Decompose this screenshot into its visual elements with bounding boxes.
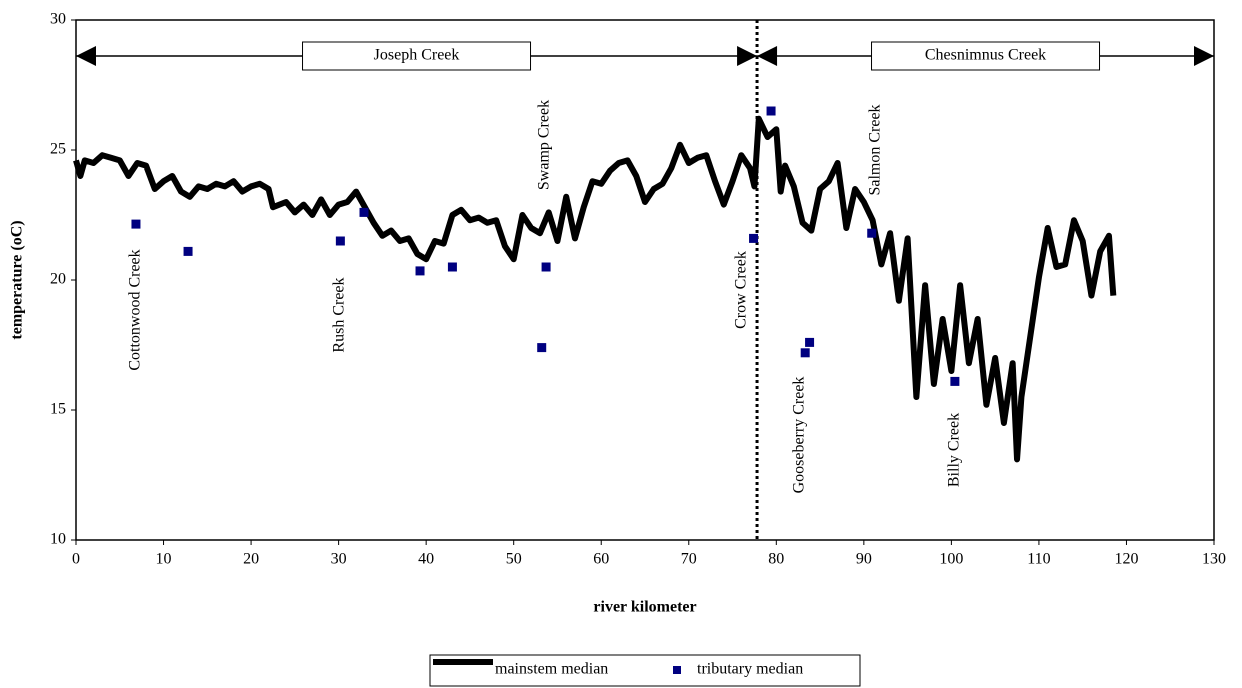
tributary-point <box>766 106 776 116</box>
tributary-point <box>800 348 810 358</box>
tributary-point <box>183 246 193 256</box>
tributary-point <box>359 207 369 217</box>
tributary-point <box>335 236 345 246</box>
region-label: Chesnimnus Creek <box>925 47 1046 64</box>
x-tick-label: 90 <box>856 551 872 568</box>
y-tick-label: 15 <box>50 401 66 418</box>
annotation: Billy Creek <box>946 413 963 487</box>
y-tick-label: 30 <box>50 11 66 28</box>
tributary-point <box>131 219 141 229</box>
annotation: Swamp Creek <box>536 100 553 190</box>
region-label-box <box>871 41 1101 71</box>
arrow-head <box>737 46 758 66</box>
annotation: Gooseberry Creek <box>791 377 808 494</box>
tributary-point <box>541 262 551 272</box>
x-tick-label: 130 <box>1202 551 1226 568</box>
x-tick-label: 0 <box>72 551 80 568</box>
legend-label: tributary median <box>697 661 803 678</box>
tributary-point <box>805 337 815 347</box>
x-tick-label: 80 <box>768 551 784 568</box>
x-tick-label: 20 <box>243 551 259 568</box>
annotation: Rush Creek <box>331 277 348 352</box>
x-tick-label: 10 <box>156 551 172 568</box>
mainstem-line <box>73 115 1117 463</box>
x-tick-label: 30 <box>331 551 347 568</box>
x-tick-label: 120 <box>1114 551 1138 568</box>
x-tick-label: 100 <box>939 551 963 568</box>
x-tick-label: 40 <box>418 551 434 568</box>
tributary-point <box>867 228 877 238</box>
y-axis-label: temperature (oC) <box>9 220 26 339</box>
legend-marker <box>673 666 681 674</box>
tributary-point <box>415 266 425 276</box>
y-tick-label: 25 <box>50 141 66 158</box>
region-label-box <box>302 41 532 71</box>
legend-box <box>429 654 861 687</box>
x-tick-label: 110 <box>1027 551 1050 568</box>
tributary-point <box>749 233 759 243</box>
annotation: Crow Creek <box>733 251 750 329</box>
annotation: Salmon Creek <box>867 104 884 195</box>
plot-frame <box>75 19 1215 541</box>
tributary-point <box>950 376 960 386</box>
region-label: Joseph Creek <box>374 47 460 64</box>
y-tick-label: 20 <box>50 271 66 288</box>
x-tick-label: 60 <box>593 551 609 568</box>
arrow-head <box>1194 46 1214 66</box>
y-tick-label: 10 <box>50 531 66 548</box>
x-tick-label: 50 <box>506 551 522 568</box>
arrow-head <box>757 46 778 66</box>
tributary-point <box>537 343 547 353</box>
annotation: Cottonwood Creek <box>127 249 144 370</box>
tributary-point <box>447 262 457 272</box>
arrow-head <box>76 46 96 66</box>
x-tick-label: 70 <box>681 551 697 568</box>
legend-label: mainstem median <box>495 661 608 678</box>
x-axis-label: river kilometer <box>593 599 696 616</box>
